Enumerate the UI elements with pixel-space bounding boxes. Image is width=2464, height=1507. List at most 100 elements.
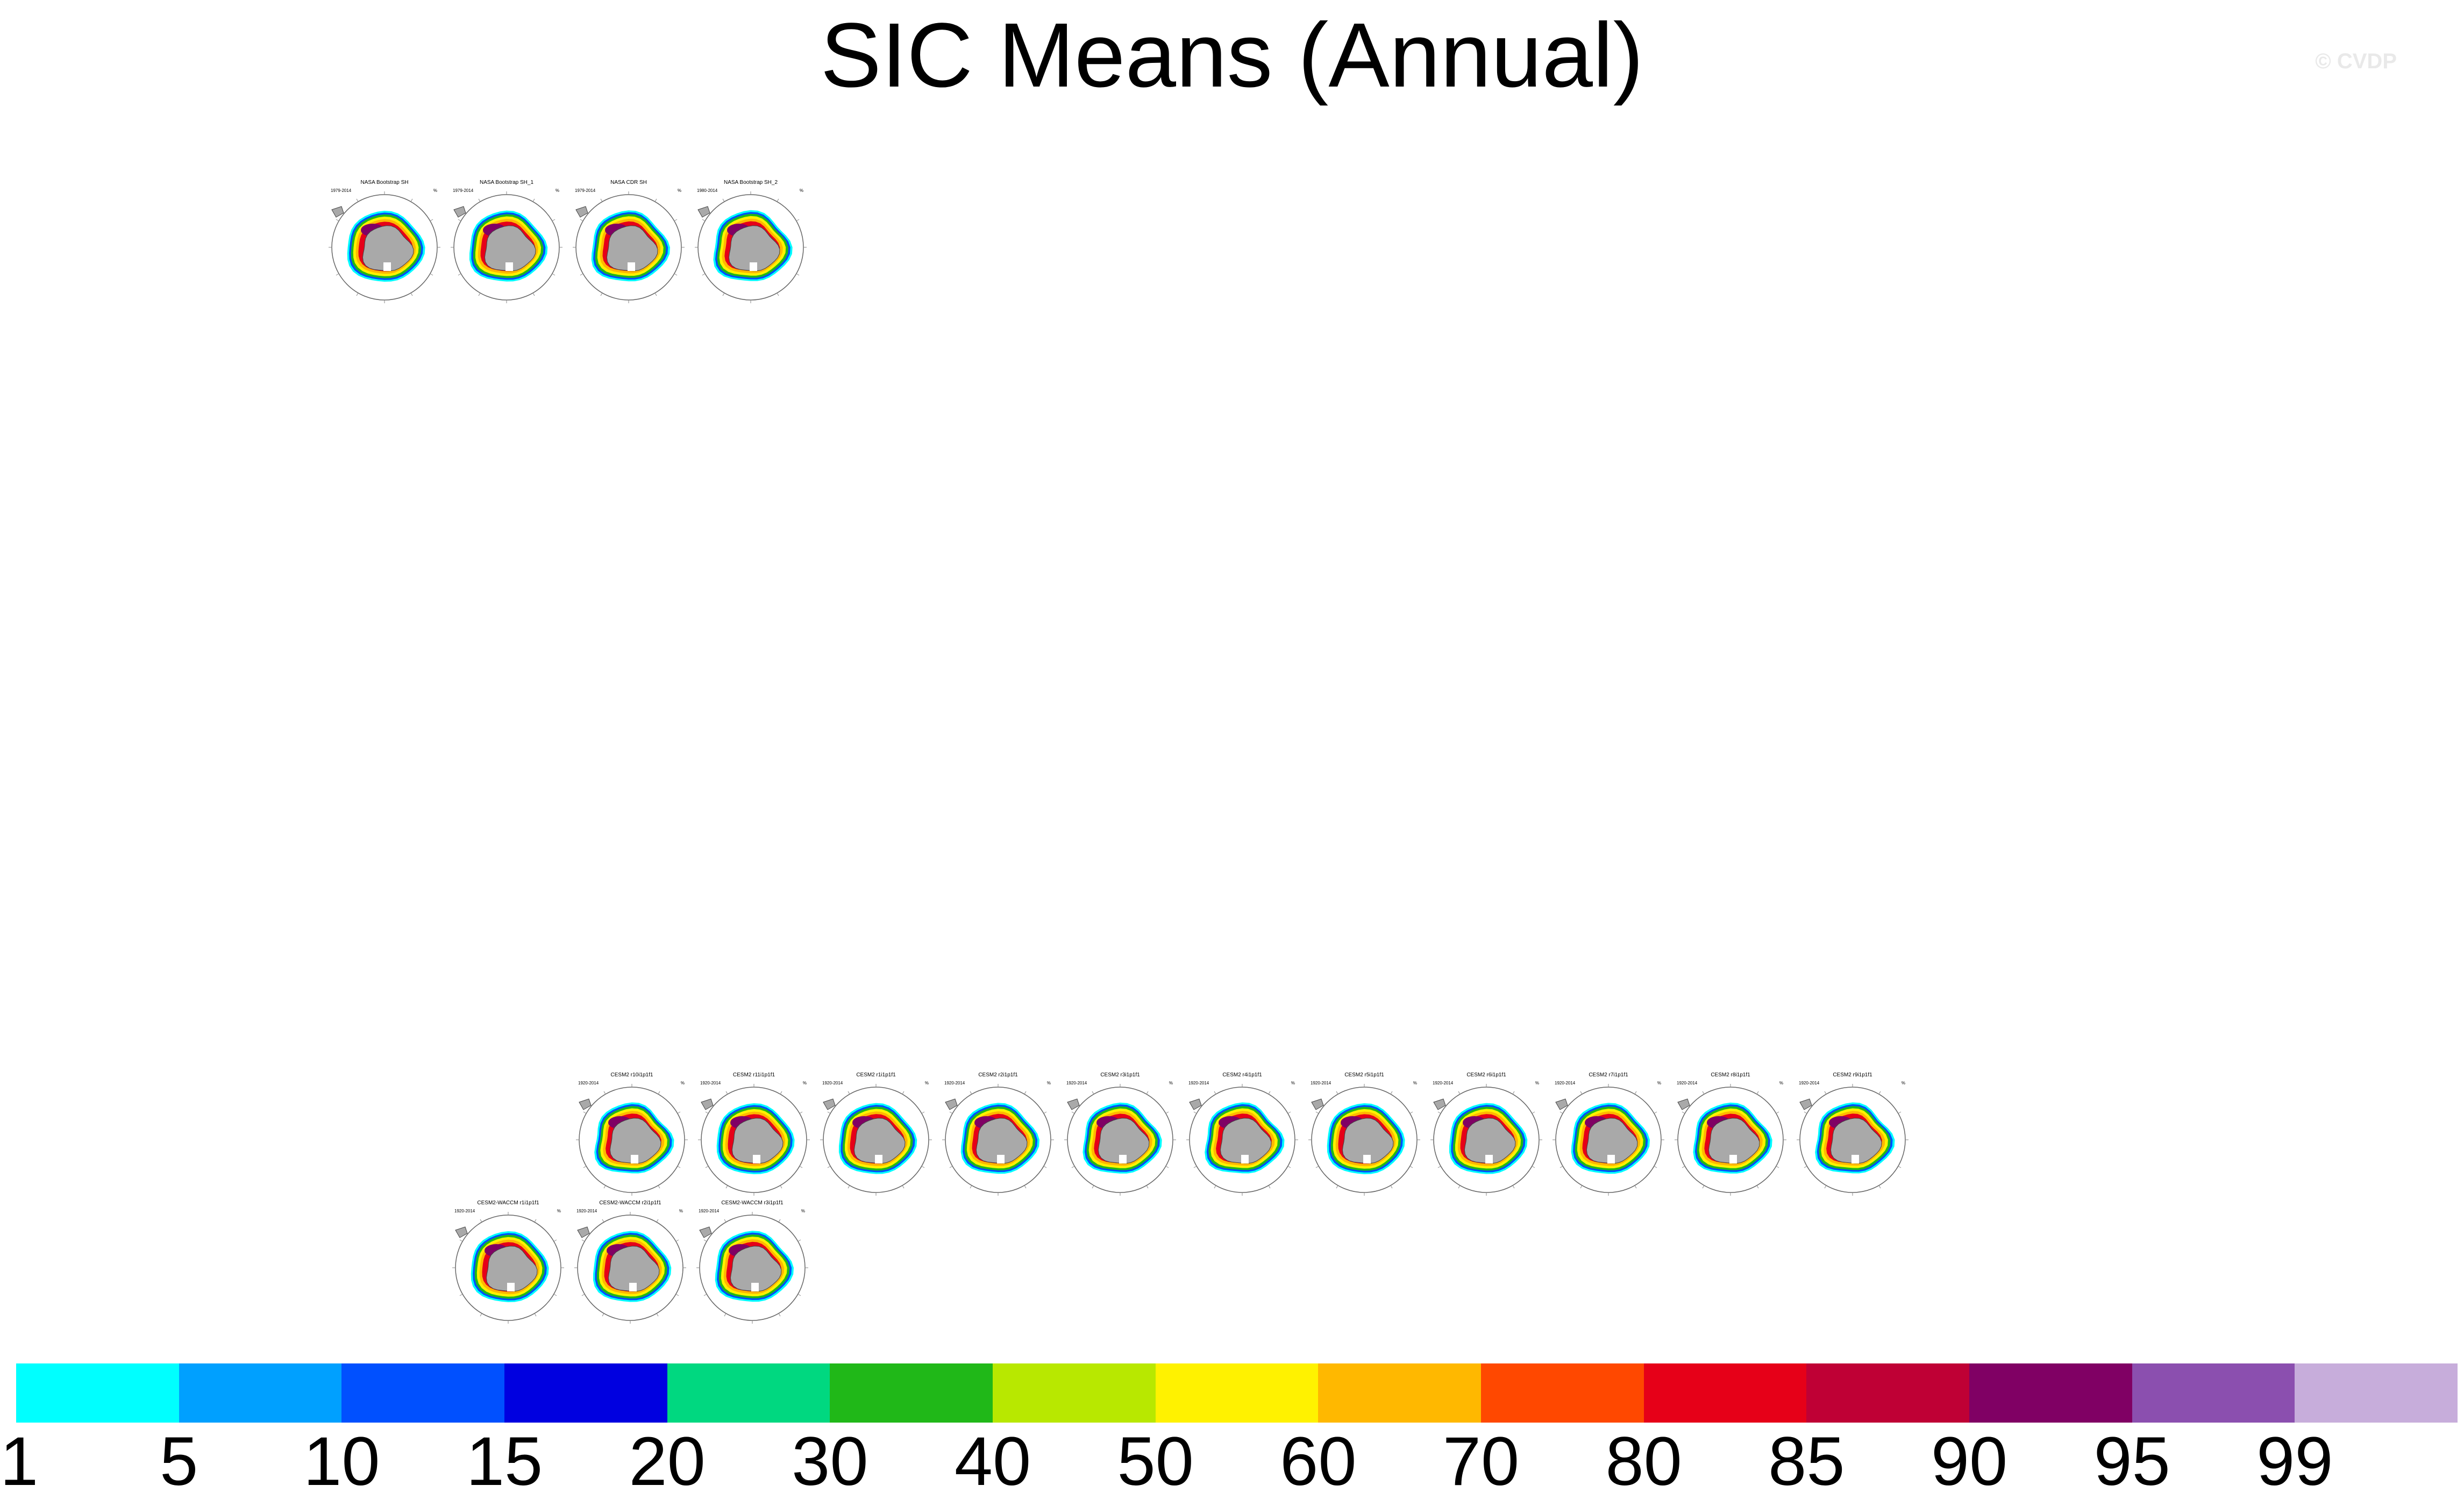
panel-units: %: [925, 1081, 929, 1085]
panel-title: NASA CDR SH: [610, 180, 647, 185]
polar-map: CESM2 r9i1p1f1 1920-2014%: [1797, 1072, 1908, 1196]
panel-period: 1979-2014: [575, 188, 596, 193]
panel-units: %: [1779, 1081, 1783, 1085]
polar-map: CESM2 r2i1p1f1 1920-2014%: [942, 1072, 1054, 1196]
cvdp-credit: © CVDP: [2315, 49, 2397, 73]
colorbar-segment: [1155, 1363, 1319, 1423]
map-panel: CESM2-WACCM r3i1p1f1 1920-2014%: [693, 1198, 811, 1327]
panel-title: CESM2-WACCM r3i1p1f1: [721, 1200, 784, 1206]
map-panel: CESM2-WACCM r1i1p1f1 1920-2014%: [449, 1198, 567, 1327]
colorbar-tick-label: 90: [1931, 1423, 2008, 1500]
panel-units: %: [1291, 1081, 1295, 1085]
panel-period: 1979-2014: [453, 188, 474, 193]
panel-title: NASA Bootstrap SH: [361, 180, 409, 185]
panel-title: NASA Bootstrap SH_2: [724, 180, 778, 185]
antarctica-landmass: [486, 1246, 538, 1292]
colorbar-tick-label: 80: [1605, 1423, 1682, 1500]
antarctica-landmass: [1220, 1118, 1272, 1164]
panel-period: 1920-2014: [1066, 1081, 1087, 1085]
colorbar-tick-label: 95: [2093, 1423, 2170, 1500]
map-panel: CESM2 r10i1p1f1 1920-2014%: [573, 1070, 691, 1199]
map-panel: CESM2 r3i1p1f1 1920-2014%: [1061, 1070, 1179, 1199]
antarctica-landmass: [975, 1118, 1028, 1164]
antarctica-landmass: [1098, 1118, 1150, 1164]
panel-title: CESM2 r4i1p1f1: [1222, 1072, 1262, 1078]
polar-map: CESM2 r10i1p1f1 1920-2014%: [576, 1072, 688, 1196]
panel-units: %: [801, 1209, 805, 1213]
map-panel: CESM2 r1i1p1f1 1920-2014%: [817, 1070, 935, 1199]
map-panel: CESM2 r9i1p1f1 1920-2014%: [1793, 1070, 1912, 1199]
colorbar-segment: [16, 1363, 179, 1423]
map-panel: NASA Bootstrap SH_2 1980-2014%: [692, 177, 810, 306]
panel-period: 1920-2014: [576, 1209, 597, 1213]
panel-title: CESM2-WACCM r1i1p1f1: [477, 1200, 539, 1206]
panel-title: CESM2 r3i1p1f1: [1100, 1072, 1140, 1078]
polar-map: CESM2 r8i1p1f1 1920-2014%: [1675, 1072, 1786, 1196]
panel-title: CESM2 r11i1p1f1: [733, 1072, 775, 1078]
antarctica-landmass: [1464, 1118, 1516, 1164]
panel-period: 1920-2014: [699, 1209, 720, 1213]
colorbar-tick-label: 50: [1117, 1423, 1194, 1500]
colorbar-tick-label: 1: [0, 1423, 39, 1500]
panel-period: 1920-2014: [700, 1081, 721, 1085]
antarctica-landmass: [606, 225, 658, 272]
panel-period: 1920-2014: [822, 1081, 843, 1085]
map-panel: CESM2 r5i1p1f1 1920-2014%: [1305, 1070, 1423, 1199]
polar-map: NASA CDR SH 1979-2014%: [573, 180, 685, 303]
panel-units: %: [678, 188, 681, 193]
colorbar-segment: [504, 1363, 667, 1423]
antarctica-landmass: [362, 225, 414, 272]
panel-title: CESM2-WACCM r2i1p1f1: [599, 1200, 661, 1206]
panel-title: CESM2 r2i1p1f1: [978, 1072, 1018, 1078]
antarctica-landmass: [1708, 1118, 1760, 1164]
panel-units: %: [1047, 1081, 1051, 1085]
map-panel: CESM2 r11i1p1f1 1920-2014%: [695, 1070, 813, 1199]
panel-title: NASA Bootstrap SH_1: [480, 180, 533, 185]
panel-units: %: [800, 188, 803, 193]
colorbar-tick-label: 85: [1768, 1423, 1845, 1500]
colorbar-tick-label: 70: [1442, 1423, 1520, 1500]
map-panel: CESM2 r6i1p1f1 1920-2014%: [1427, 1070, 1546, 1199]
colorbar-tick-label: 99: [2256, 1423, 2333, 1500]
colorbar-tick-label: 20: [629, 1423, 706, 1500]
map-panel: CESM2-WACCM r2i1p1f1 1920-2014%: [571, 1198, 689, 1327]
panel-units: %: [1535, 1081, 1539, 1085]
panel-title: CESM2 r10i1p1f1: [611, 1072, 653, 1078]
panel-units: %: [679, 1209, 683, 1213]
colorbar-segment: [667, 1363, 830, 1423]
panel-title: CESM2 r6i1p1f1: [1466, 1072, 1506, 1078]
map-panel: CESM2 r8i1p1f1 1920-2014%: [1671, 1070, 1790, 1199]
colorbar-tick-label: 10: [303, 1423, 380, 1500]
panel-units: %: [1169, 1081, 1173, 1085]
polar-map: NASA Bootstrap SH 1979-2014%: [329, 180, 440, 303]
polar-map: CESM2 r11i1p1f1 1920-2014%: [698, 1072, 810, 1196]
panel-period: 1920-2014: [944, 1081, 965, 1085]
panel-units: %: [433, 188, 437, 193]
polar-map: CESM2 r7i1p1f1 1920-2014%: [1553, 1072, 1664, 1196]
colorbar-segment: [1481, 1363, 1644, 1423]
colorbar-segment: [993, 1363, 1156, 1423]
panel-period: 1920-2014: [1555, 1081, 1576, 1085]
polar-map: CESM2 r3i1p1f1 1920-2014%: [1064, 1072, 1176, 1196]
panel-units: %: [1902, 1081, 1905, 1085]
colorbar-segment: [341, 1363, 505, 1423]
antarctica-landmass: [609, 1118, 661, 1164]
map-panel: CESM2 r4i1p1f1 1920-2014%: [1183, 1070, 1301, 1199]
panel-units: %: [1657, 1081, 1661, 1085]
panel-period: 1920-2014: [1311, 1081, 1331, 1085]
antarctica-landmass: [1586, 1118, 1638, 1164]
antarctica-landmass: [1342, 1118, 1394, 1164]
colorbar-tick-label: 5: [160, 1423, 198, 1500]
panel-units: %: [1413, 1081, 1417, 1085]
polar-map: CESM2 r6i1p1f1 1920-2014%: [1430, 1072, 1542, 1196]
colorbar-segment: [2132, 1363, 2295, 1423]
colorbar-segment: [179, 1363, 342, 1423]
antarctica-landmass: [1830, 1118, 1882, 1164]
panel-period: 1980-2014: [697, 188, 718, 193]
colorbar-segment: [1969, 1363, 2132, 1423]
map-panel: CESM2 r2i1p1f1 1920-2014%: [939, 1070, 1057, 1199]
antarctica-landmass: [730, 1246, 782, 1292]
colorbar-tick-label: 40: [954, 1423, 1031, 1500]
